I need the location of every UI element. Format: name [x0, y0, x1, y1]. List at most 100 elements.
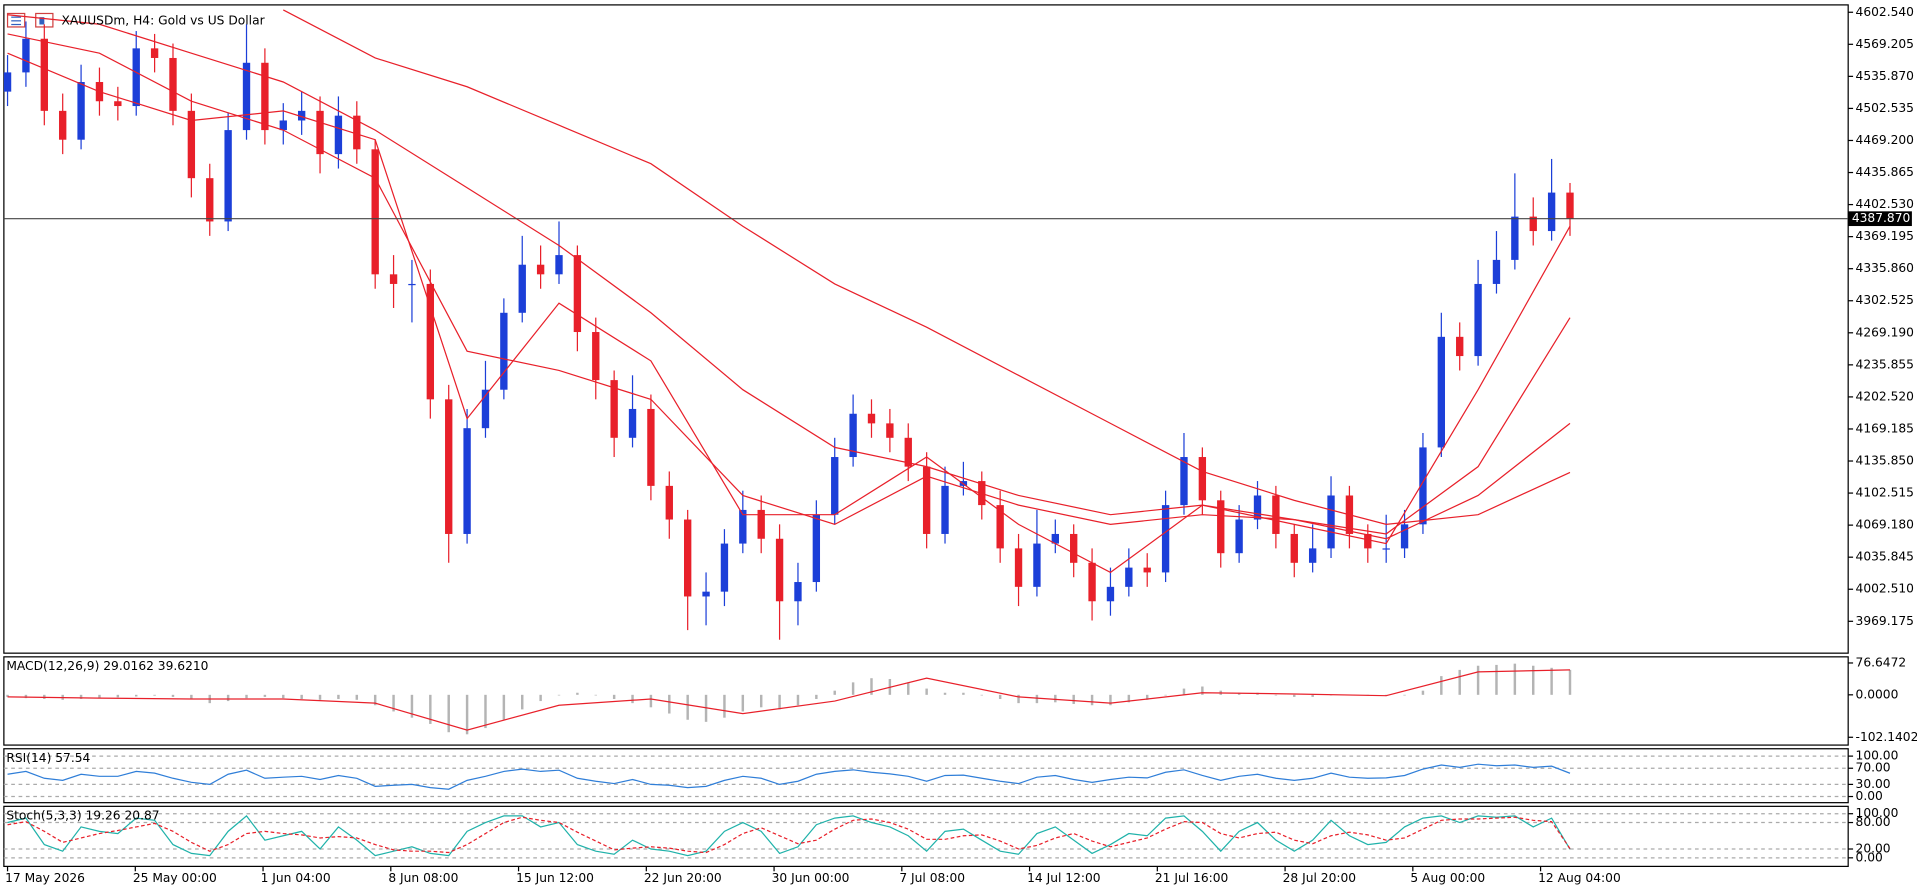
panel-title: MACD(12,26,9) 29.0162 39.6210 — [6, 659, 208, 673]
candle-body — [518, 264, 526, 313]
candle-body — [886, 423, 894, 438]
y-tick-label: 76.6472 — [1856, 655, 1907, 669]
macd-bar — [6, 694, 9, 697]
candle-body — [573, 255, 582, 333]
macd-bar — [962, 692, 965, 695]
panel-title: RSI(14) 57.54 — [6, 751, 90, 765]
panel-frame — [3, 656, 1849, 746]
macd-bar — [79, 694, 83, 699]
x-tick-label: 12 Aug 04:00 — [1538, 871, 1621, 885]
candle-body — [261, 62, 269, 131]
moving-average — [7, 33, 1571, 535]
indicator-line — [7, 816, 1571, 854]
x-tick-label: 15 Jun 12:00 — [516, 871, 594, 885]
candle-body — [720, 543, 729, 592]
candle-body — [1547, 192, 1556, 232]
y-tick-label: 3969.175 — [1856, 614, 1914, 628]
y-tick-label: 4402.530 — [1856, 197, 1914, 211]
candle-body — [59, 110, 67, 140]
macd-bar — [282, 694, 285, 699]
y-tick-label: 4535.870 — [1856, 69, 1914, 83]
macd-bar — [1440, 676, 1443, 695]
y-tick-label: 20.00 — [1856, 842, 1891, 856]
candle-body — [775, 538, 784, 602]
candle-body — [1364, 533, 1372, 549]
candle-body — [1070, 533, 1078, 563]
y-tick-label: 4435.865 — [1856, 165, 1914, 179]
macd-bar — [759, 694, 763, 708]
candle-body — [187, 110, 196, 179]
panel-title: Stoch(5,3,3) 19.26 20.87 — [6, 809, 159, 823]
candle-body — [592, 332, 600, 381]
macd-bar — [1421, 690, 1425, 695]
macd-bar — [1201, 686, 1204, 695]
candle-body — [1033, 543, 1041, 587]
macd-bar — [1164, 694, 1167, 696]
candle-body — [40, 38, 48, 111]
panel-frame — [3, 805, 1849, 868]
candle-body — [297, 110, 306, 121]
candle-body — [1051, 533, 1059, 544]
x-tick-label: 7 Jul 08:00 — [899, 871, 965, 885]
candle-body — [922, 466, 931, 534]
macd-bar — [778, 694, 781, 710]
candle-body — [353, 115, 361, 150]
candle-body — [500, 312, 508, 390]
macd-bar — [870, 678, 873, 695]
macd-bar — [521, 694, 524, 710]
macd-bar — [98, 694, 101, 699]
y-tick-label: 4235.855 — [1856, 357, 1914, 371]
macd-bar — [796, 694, 800, 706]
macd-signal — [7, 669, 1571, 731]
moving-average — [7, 14, 1571, 540]
candle-body — [1290, 533, 1298, 563]
candle-body — [224, 130, 232, 222]
candle-body — [1217, 500, 1225, 554]
x-tick-label: 17 May 2026 — [5, 871, 85, 885]
y-tick-label: 4302.525 — [1856, 293, 1914, 307]
y-tick-label: 4202.520 — [1856, 389, 1914, 403]
candle-body — [114, 101, 122, 107]
y-tick-label: 4569.205 — [1856, 37, 1914, 51]
x-tick-label: 22 Jun 20:00 — [644, 871, 722, 885]
macd-bar — [1274, 694, 1278, 696]
y-tick-label: 100.00 — [1856, 806, 1899, 820]
macd-bar — [171, 694, 175, 697]
macd-bar — [998, 694, 1002, 699]
current-price-box — [1848, 211, 1912, 227]
macd-bar — [1109, 694, 1112, 706]
macd-bar — [337, 694, 340, 699]
candle-body — [683, 519, 692, 597]
moving-average — [7, 52, 1571, 574]
macd-bar — [741, 694, 745, 712]
candle-body — [610, 380, 618, 438]
macd-bar — [1311, 694, 1314, 697]
y-tick-label: 4269.190 — [1856, 325, 1914, 339]
x-tick-label: 14 Jul 12:00 — [1027, 871, 1100, 885]
candle-body — [1235, 519, 1243, 554]
candle-body — [1161, 505, 1170, 573]
macd-bar — [300, 694, 303, 699]
macd-bar — [943, 692, 947, 695]
candle-body — [647, 408, 655, 486]
current-price-label: 4387.870 — [1852, 211, 1910, 225]
candle-body — [389, 274, 398, 284]
macd-bar — [686, 694, 689, 720]
candle-body — [1511, 216, 1519, 260]
candle-body — [77, 82, 85, 140]
candle-body — [1198, 457, 1207, 501]
macd-bar — [1035, 694, 1039, 704]
candle-body — [22, 38, 30, 73]
y-tick-label: 4369.195 — [1856, 229, 1914, 243]
macd-bar — [226, 694, 230, 702]
candle-body — [1180, 457, 1188, 506]
macd-bar — [153, 694, 156, 696]
macd-bar — [373, 694, 377, 706]
macd-bar — [24, 694, 28, 699]
candle-body — [316, 110, 324, 155]
macd-bar — [1054, 694, 1057, 703]
macd-bar — [668, 694, 671, 714]
candle-body — [1400, 524, 1409, 549]
y-tick-label: 4035.845 — [1856, 550, 1914, 564]
candle-body — [757, 509, 765, 539]
